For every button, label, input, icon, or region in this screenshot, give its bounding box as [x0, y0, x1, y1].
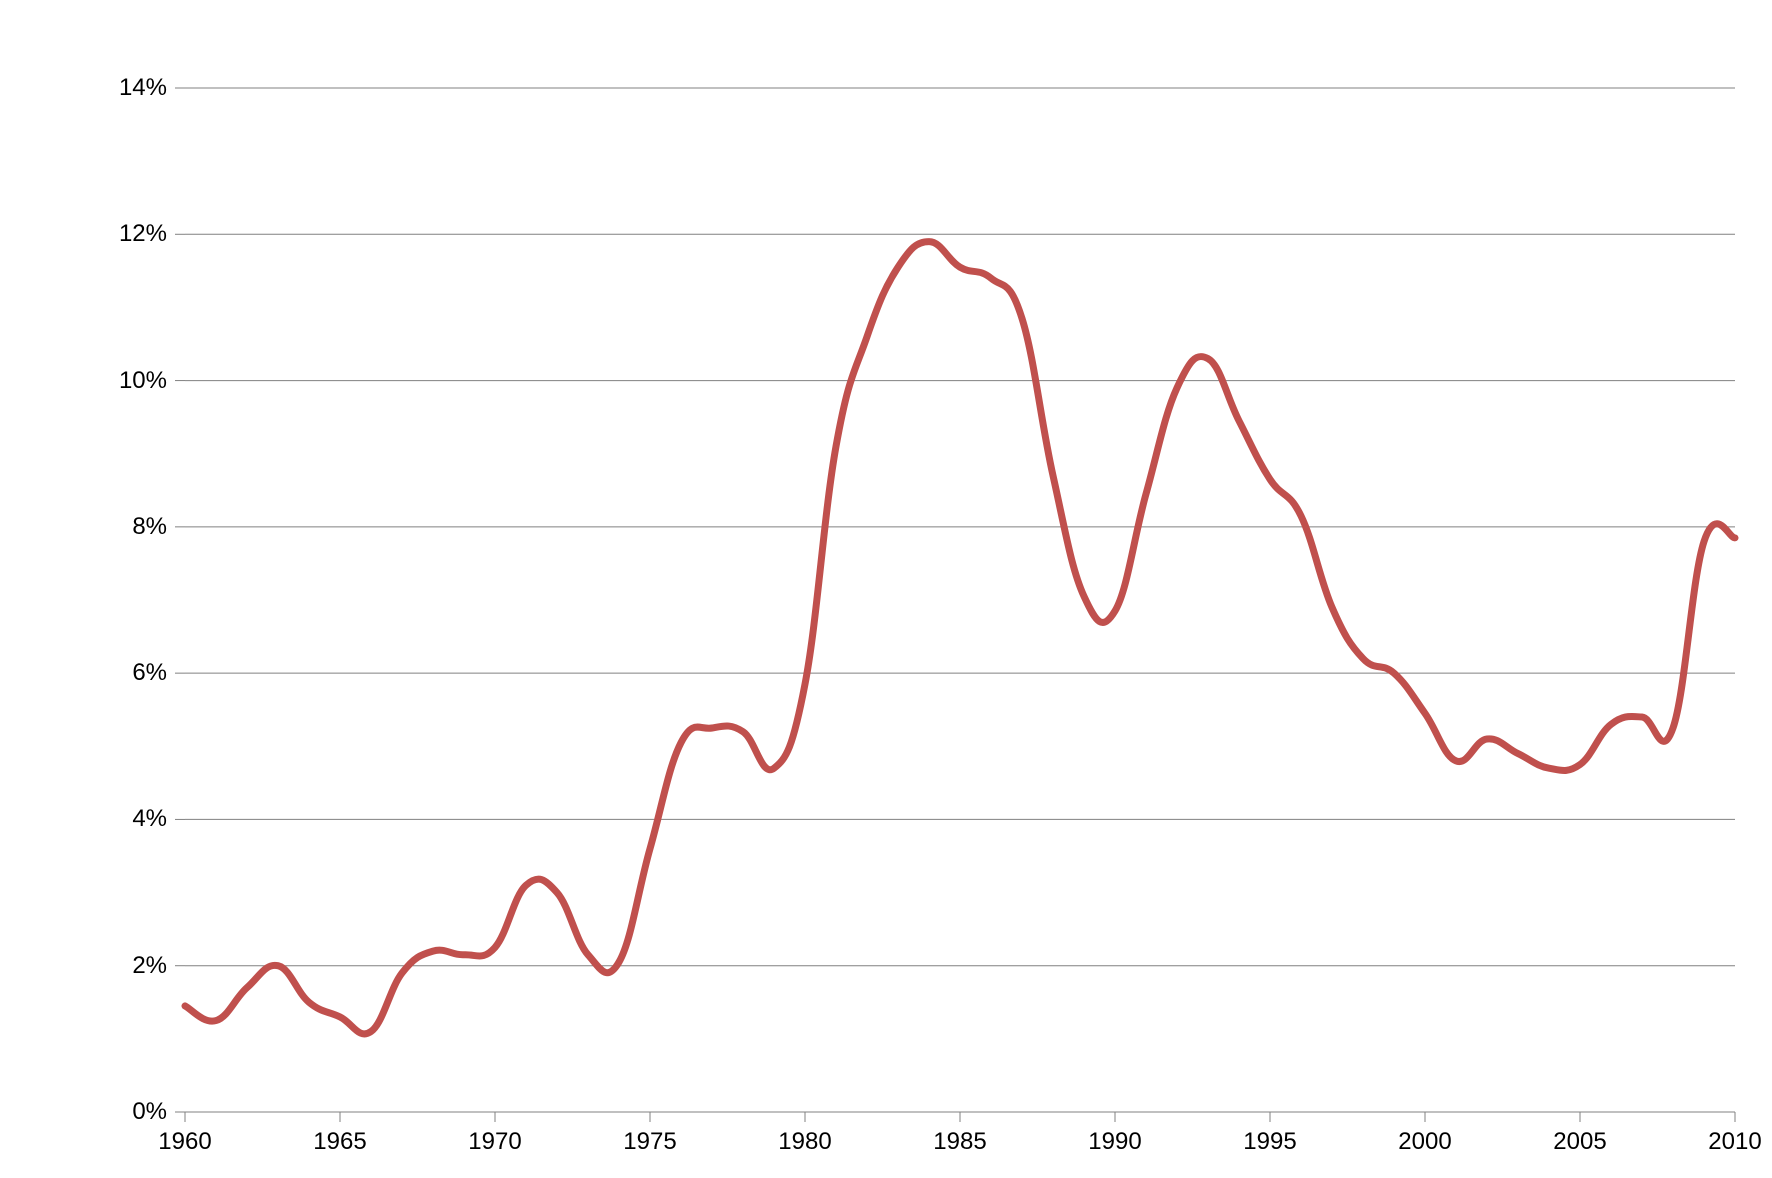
axis-tick-label: 12% — [119, 220, 167, 248]
axis-tick-label: 2005 — [1553, 1128, 1606, 1156]
axis-tick-label: 1980 — [778, 1128, 831, 1156]
axis-tick-label: 8% — [132, 513, 167, 541]
axis-tick-label: 2% — [132, 952, 167, 980]
axis-tick-label: 1975 — [623, 1128, 676, 1156]
axis-tick-label: 1965 — [313, 1128, 366, 1156]
axis-tick-label: 1970 — [468, 1128, 521, 1156]
chart-plot — [0, 0, 1772, 1178]
axis-tick-label: 1990 — [1088, 1128, 1141, 1156]
axis-tick-label: 6% — [132, 659, 167, 687]
axis-tick-label: 0% — [132, 1098, 167, 1126]
axis-tick-label: 4% — [132, 805, 167, 833]
axis-tick-label: 10% — [119, 367, 167, 395]
axis-tick-label: 2010 — [1708, 1128, 1761, 1156]
axis-tick-label: 2000 — [1398, 1128, 1451, 1156]
axis-tick-label: 14% — [119, 74, 167, 102]
axis-tick-label: 1960 — [158, 1128, 211, 1156]
chart-container: UK unemployment 1960-2010 Unemployment r… — [0, 0, 1772, 1178]
axis-tick-label: 1995 — [1243, 1128, 1296, 1156]
axis-tick-label: 1985 — [933, 1128, 986, 1156]
